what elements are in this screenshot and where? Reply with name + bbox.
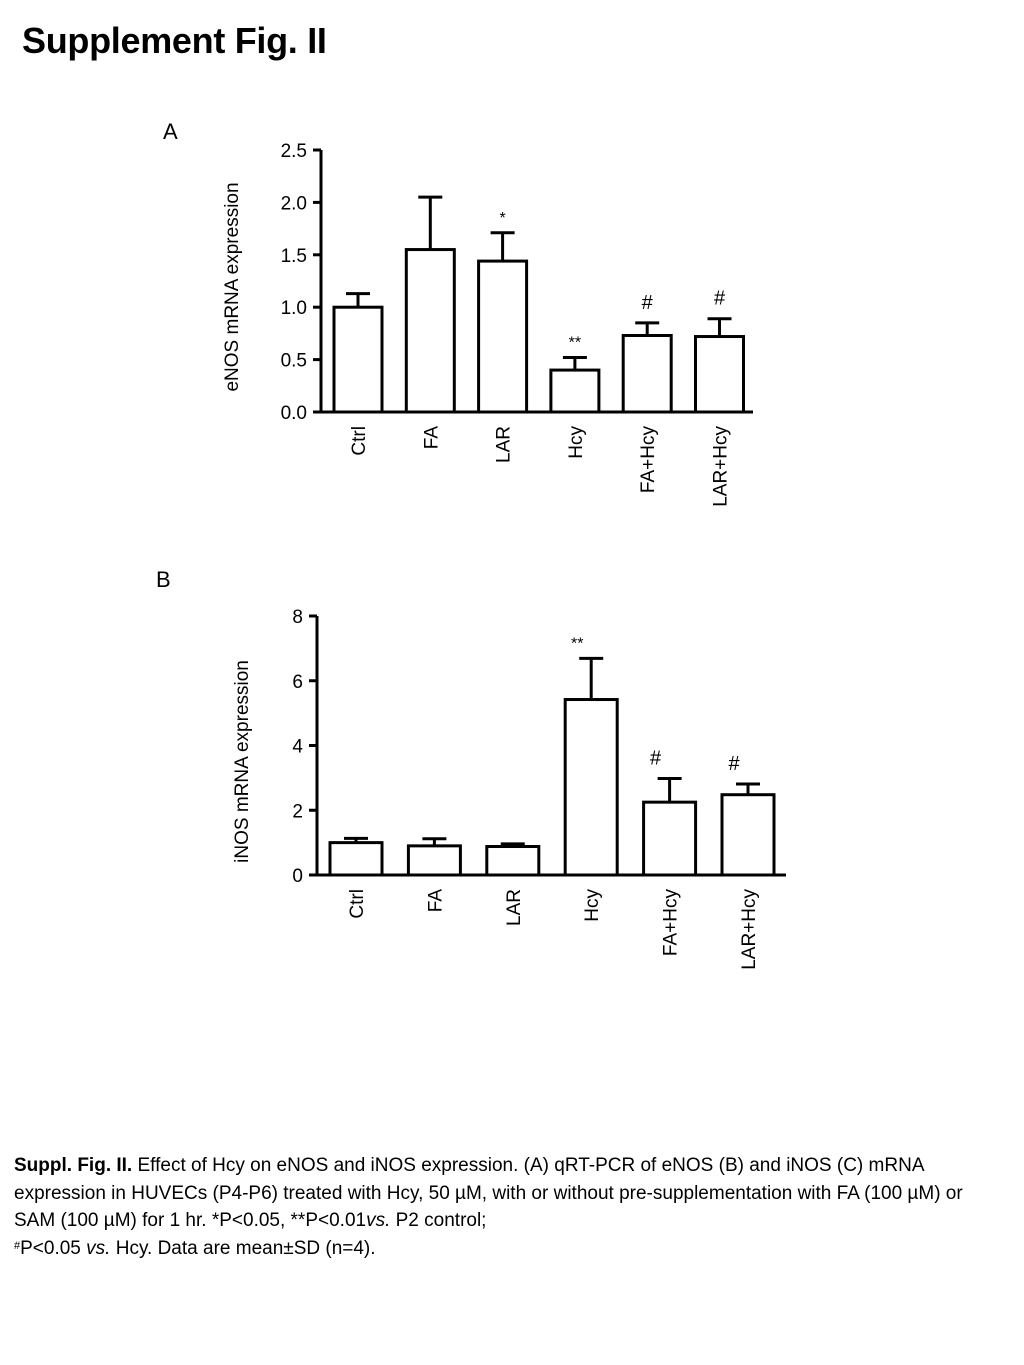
x-tick-label: FA bbox=[421, 426, 442, 450]
bar bbox=[694, 335, 745, 414]
significance-marker: # bbox=[650, 748, 662, 770]
x-tick-label: LAR+Hcy bbox=[711, 426, 732, 507]
bar bbox=[477, 259, 529, 414]
y-tick-label: 2.5 bbox=[281, 141, 307, 162]
x-tick-label: Hcy bbox=[582, 889, 603, 922]
bar bbox=[563, 698, 619, 877]
y-tick-label: 1.0 bbox=[281, 298, 307, 319]
caption-lead: Suppl. Fig. II. bbox=[14, 1155, 133, 1176]
x-tick-label: Ctrl bbox=[349, 426, 370, 456]
x-tick-label: LAR bbox=[504, 889, 525, 926]
x-tick-label: Hcy bbox=[566, 426, 587, 459]
y-tick-label: 0 bbox=[292, 866, 303, 887]
bar bbox=[328, 841, 384, 877]
caption-text-4: Hcy. Data are mean±SD (n=4). bbox=[110, 1237, 376, 1259]
significance-marker: * bbox=[499, 210, 505, 227]
bar bbox=[642, 800, 698, 877]
panel-label-b: B bbox=[156, 567, 171, 592]
significance-marker: # bbox=[642, 292, 654, 314]
y-axis-label: eNOS mRNA expression bbox=[222, 182, 243, 391]
significance-marker: # bbox=[728, 753, 740, 775]
y-tick-label: 0.0 bbox=[281, 403, 307, 424]
significance-marker: ** bbox=[569, 335, 581, 352]
y-tick-label: 2.0 bbox=[281, 193, 307, 214]
x-tick-label: FA bbox=[425, 889, 446, 913]
x-tick-label: LAR bbox=[494, 426, 515, 463]
bar bbox=[332, 305, 384, 414]
caption-vs-2: vs. bbox=[86, 1237, 111, 1259]
significance-marker: # bbox=[714, 288, 726, 310]
y-axis-label: iNOS mRNA expression bbox=[232, 660, 253, 863]
bar bbox=[406, 844, 462, 877]
x-tick-label: FA+Hcy bbox=[661, 889, 682, 957]
bar bbox=[549, 368, 601, 414]
y-tick-label: 4 bbox=[292, 737, 303, 758]
caption-vs-1: vs. bbox=[366, 1210, 391, 1231]
caption-hash-sup: # bbox=[14, 1239, 21, 1252]
x-tick-label: Ctrl bbox=[347, 889, 368, 919]
caption-text-3: P<0.05 bbox=[20, 1237, 87, 1259]
y-tick-label: 2 bbox=[292, 801, 303, 822]
bar bbox=[485, 845, 541, 877]
y-tick-label: 1.5 bbox=[281, 246, 307, 267]
caption-text-1: Effect of Hcy on eNOS and iNOS expressio… bbox=[14, 1155, 963, 1231]
panel-label-a: A bbox=[163, 119, 178, 144]
bar bbox=[404, 248, 456, 414]
figure-caption: Suppl. Fig. II. Effect of Hcy on eNOS an… bbox=[14, 1152, 1006, 1262]
bar bbox=[621, 333, 673, 414]
page-title: Supplement Fig. II bbox=[22, 20, 327, 61]
x-tick-label: LAR+Hcy bbox=[739, 889, 760, 970]
x-tick-label: FA+Hcy bbox=[638, 426, 659, 494]
significance-marker: ** bbox=[571, 635, 583, 652]
bar bbox=[720, 793, 776, 877]
y-tick-label: 0.5 bbox=[281, 351, 307, 372]
caption-text-2: P2 control; bbox=[390, 1210, 487, 1231]
y-tick-label: 6 bbox=[292, 672, 303, 693]
y-tick-label: 8 bbox=[292, 607, 303, 628]
